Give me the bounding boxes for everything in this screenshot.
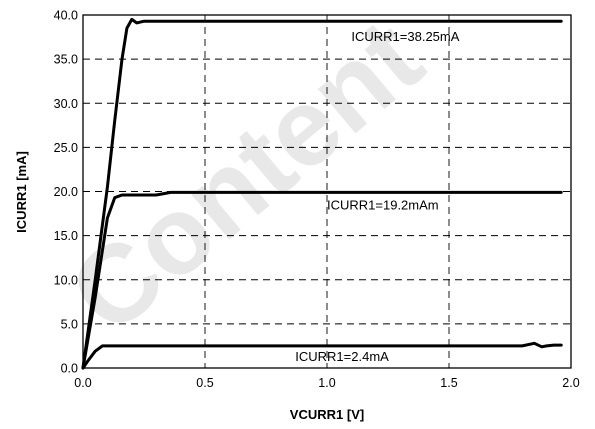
y-tick-label: 5.0 (61, 317, 78, 331)
y-tick-label: 0.0 (61, 362, 78, 376)
series-line (81, 190, 563, 370)
x-tick-label: 1.0 (318, 376, 335, 390)
series-annotation: ICURR1=38.25mA (351, 29, 459, 44)
y-axis-label: ICURR1 [mA] (14, 151, 29, 233)
y-tick-label: 20.0 (54, 185, 78, 199)
y-tick-label: 25.0 (54, 141, 78, 155)
y-tick-label: 10.0 (54, 273, 78, 287)
series-annotation: ICURR1=19.2mAm (327, 197, 439, 212)
y-tick-label: 40.0 (54, 9, 78, 23)
y-tick-labels: 0.0 5.0 10.0 15.0 20.0 25.0 30.0 35.0 40.0 (54, 9, 78, 376)
series-lines (81, 17, 563, 370)
y-tick-label: 35.0 (54, 53, 78, 67)
watermark-text: Content (47, 0, 444, 357)
x-tick-label: 0.0 (74, 376, 91, 390)
x-tick-label: 2.0 (562, 376, 579, 390)
series-line (81, 341, 563, 370)
plot-frame (82, 14, 572, 369)
x-tick-label: 1.5 (440, 376, 457, 390)
series-line (81, 17, 563, 370)
x-tick-label: 0.5 (196, 376, 213, 390)
x-tick-labels: 0.0 0.5 1.0 1.5 2.0 (74, 376, 579, 390)
y-tick-label: 30.0 (54, 97, 78, 111)
series-annotation: ICURR1=2.4mA (295, 349, 389, 364)
x-axis-label: VCURR1 [V] (290, 407, 364, 422)
series-annotations: ICURR1=38.25mA ICURR1=19.2mAm ICURR1=2.4mA (295, 29, 459, 364)
y-tick-label: 15.0 (54, 229, 78, 243)
watermark: Content (47, 0, 444, 357)
